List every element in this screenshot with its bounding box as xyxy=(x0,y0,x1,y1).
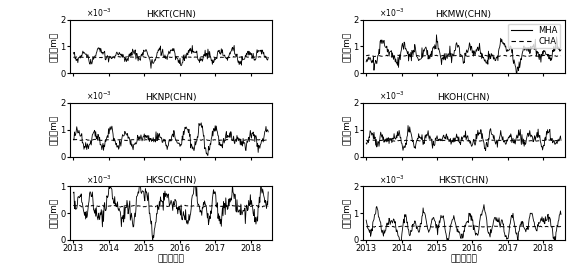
Text: $\times10^{-3}$: $\times10^{-3}$ xyxy=(379,7,404,19)
Title: HKST(CHN): HKST(CHN) xyxy=(438,176,489,186)
Y-axis label: 振幅（m）: 振幅（m） xyxy=(343,115,352,145)
Title: HKNP(CHN): HKNP(CHN) xyxy=(145,93,197,102)
Y-axis label: 振幅（m）: 振幅（m） xyxy=(50,198,59,228)
X-axis label: 时间（年）: 时间（年） xyxy=(157,254,184,263)
Y-axis label: 振幅（m）: 振幅（m） xyxy=(50,31,59,62)
Title: HKSC(CHN): HKSC(CHN) xyxy=(145,176,197,186)
Title: HKKT(CHN): HKKT(CHN) xyxy=(146,10,196,19)
Text: $\times10^{-3}$: $\times10^{-3}$ xyxy=(379,173,404,186)
Title: HKMW(CHN): HKMW(CHN) xyxy=(435,10,492,19)
Text: $\times10^{-3}$: $\times10^{-3}$ xyxy=(86,90,112,102)
Text: $\times10^{-3}$: $\times10^{-3}$ xyxy=(86,7,112,19)
Text: $\times10^{-3}$: $\times10^{-3}$ xyxy=(86,173,112,186)
Title: HKOH(CHN): HKOH(CHN) xyxy=(437,93,490,102)
Y-axis label: 振幅（m）: 振幅（m） xyxy=(343,198,352,228)
Legend: MHA, CHA: MHA, CHA xyxy=(509,24,560,48)
Y-axis label: 振幅（m）: 振幅（m） xyxy=(343,31,352,62)
Text: $\times10^{-3}$: $\times10^{-3}$ xyxy=(379,90,404,102)
X-axis label: 时间（年）: 时间（年） xyxy=(450,254,477,263)
Y-axis label: 振幅（m）: 振幅（m） xyxy=(50,115,59,145)
